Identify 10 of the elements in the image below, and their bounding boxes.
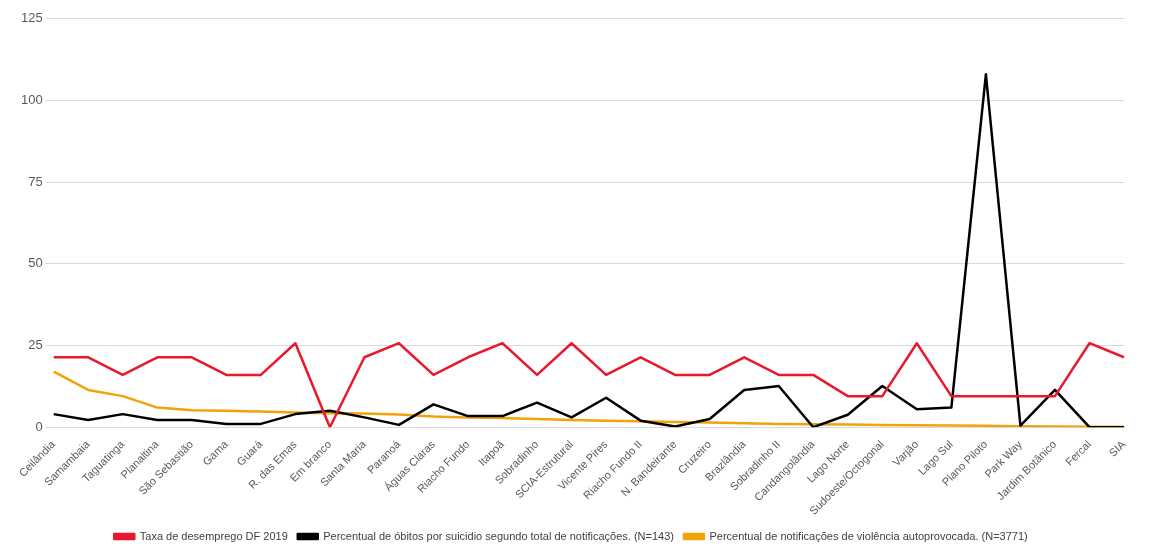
y-tick-label: 0	[35, 418, 43, 434]
legend-label: Taxa de desemprego DF 2019	[139, 529, 288, 542]
x-tick-label: SIA	[1106, 437, 1129, 459]
y-tick-label: 75	[28, 173, 43, 189]
y-tick-label: 100	[20, 92, 43, 108]
y-tick-label: 125	[20, 10, 43, 26]
y-tick-label: 50	[28, 255, 43, 271]
legend-label: Percentual de notificações de violência autoprovocada. (N=3771)	[709, 529, 1028, 542]
y-tick-label: 25	[28, 337, 43, 353]
legend-label: Percentual de óbitos por suicidio segundo total de notificações. (N=143)	[323, 529, 674, 542]
